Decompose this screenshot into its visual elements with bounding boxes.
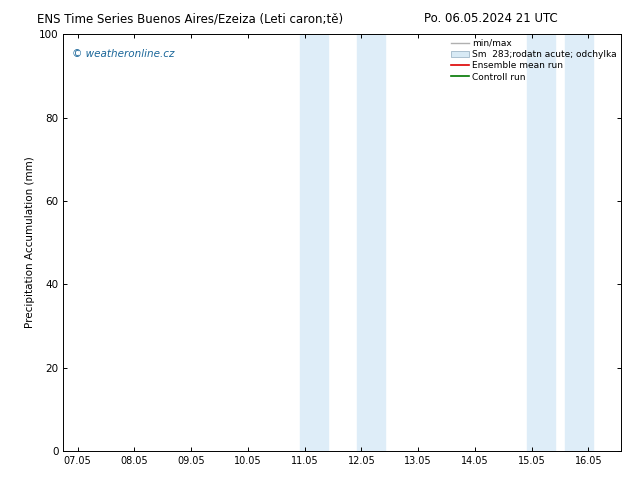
Bar <box>300 34 328 451</box>
Bar <box>564 34 593 451</box>
Bar <box>527 34 555 451</box>
Text: © weatheronline.cz: © weatheronline.cz <box>72 49 174 59</box>
Text: Po. 06.05.2024 21 UTC: Po. 06.05.2024 21 UTC <box>425 12 558 25</box>
Legend: min/max, Sm  283;rodatn acute; odchylka, Ensemble mean run, Controll run: min/max, Sm 283;rodatn acute; odchylka, … <box>449 37 619 83</box>
Bar <box>357 34 385 451</box>
Text: ENS Time Series Buenos Aires/Ezeiza (Leti caron;tě): ENS Time Series Buenos Aires/Ezeiza (Let… <box>37 12 343 25</box>
Y-axis label: Precipitation Accumulation (mm): Precipitation Accumulation (mm) <box>25 157 35 328</box>
